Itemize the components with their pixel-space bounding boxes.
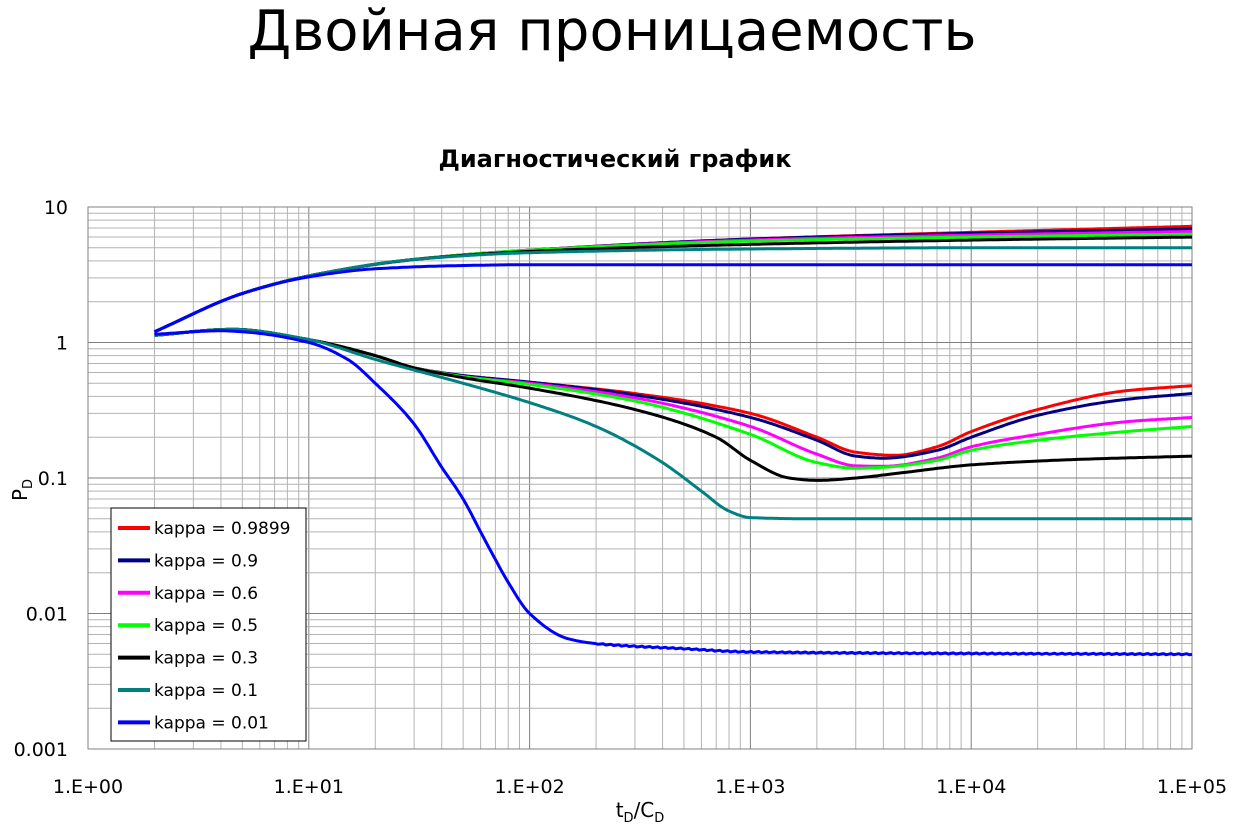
legend-label: kappa = 0.6 (154, 584, 258, 604)
x-tick-labels: 1.E+00 1.E+01 1.E+02 1.E+03 1.E+04 1.E+05 (53, 776, 1227, 798)
slide-title: Двойная проницаемость (247, 0, 977, 64)
series-derivative-line (154, 327, 1192, 521)
x-tick-label: 1.E+01 (274, 776, 344, 798)
legend-label: kappa = 0.9 (154, 551, 258, 571)
plot-area-frame (87, 206, 1193, 750)
legend-label: kappa = 0.9899 (154, 519, 291, 539)
y-tick-label: 1 (56, 333, 68, 355)
x-tick-label: 1.E+04 (936, 776, 1006, 798)
series-pressure-line (153, 246, 1192, 334)
legend-label: kappa = 0.01 (154, 713, 269, 733)
x-axis-label-main: t (616, 798, 624, 822)
legend: kappa = 0.9899 kappa = 0.9 kappa = 0.6 kapp… (110, 507, 307, 742)
y-axis-label: PD (8, 479, 36, 501)
series-curves (153, 224, 1193, 657)
x-tick-label: 1.E+03 (715, 776, 785, 798)
chart-title: Диагностический график (438, 145, 792, 173)
y-tick-labels: 0.001 0.01 0.1 1 10 (14, 197, 68, 761)
series-derivative-line (154, 329, 1193, 657)
y-tick-label: 0.001 (14, 739, 68, 761)
y-axis-label-subscript: D (21, 479, 36, 489)
series-pressure-line (153, 263, 1192, 334)
y-tick-label: 10 (44, 197, 68, 219)
x-tick-label: 1.E+02 (494, 776, 564, 798)
legend-label: kappa = 0.3 (154, 649, 258, 669)
x-axis-label: tD/CD (616, 798, 665, 826)
x-axis-label-sub-2: D (654, 811, 664, 826)
legend-label: kappa = 0.5 (154, 616, 258, 636)
y-tick-label: 0.01 (26, 604, 68, 626)
legend-label: kappa = 0.1 (154, 681, 258, 701)
y-tick-label: 0.1 (38, 468, 68, 490)
x-tick-label: 1.E+00 (53, 776, 123, 798)
x-axis-label-middle: /C (634, 798, 655, 822)
y-axis-label-main: P (8, 489, 32, 501)
x-tick-label: 1.E+05 (1157, 776, 1227, 798)
series-pressure-line (153, 235, 1192, 334)
x-axis-label-sub-1: D (624, 811, 634, 826)
